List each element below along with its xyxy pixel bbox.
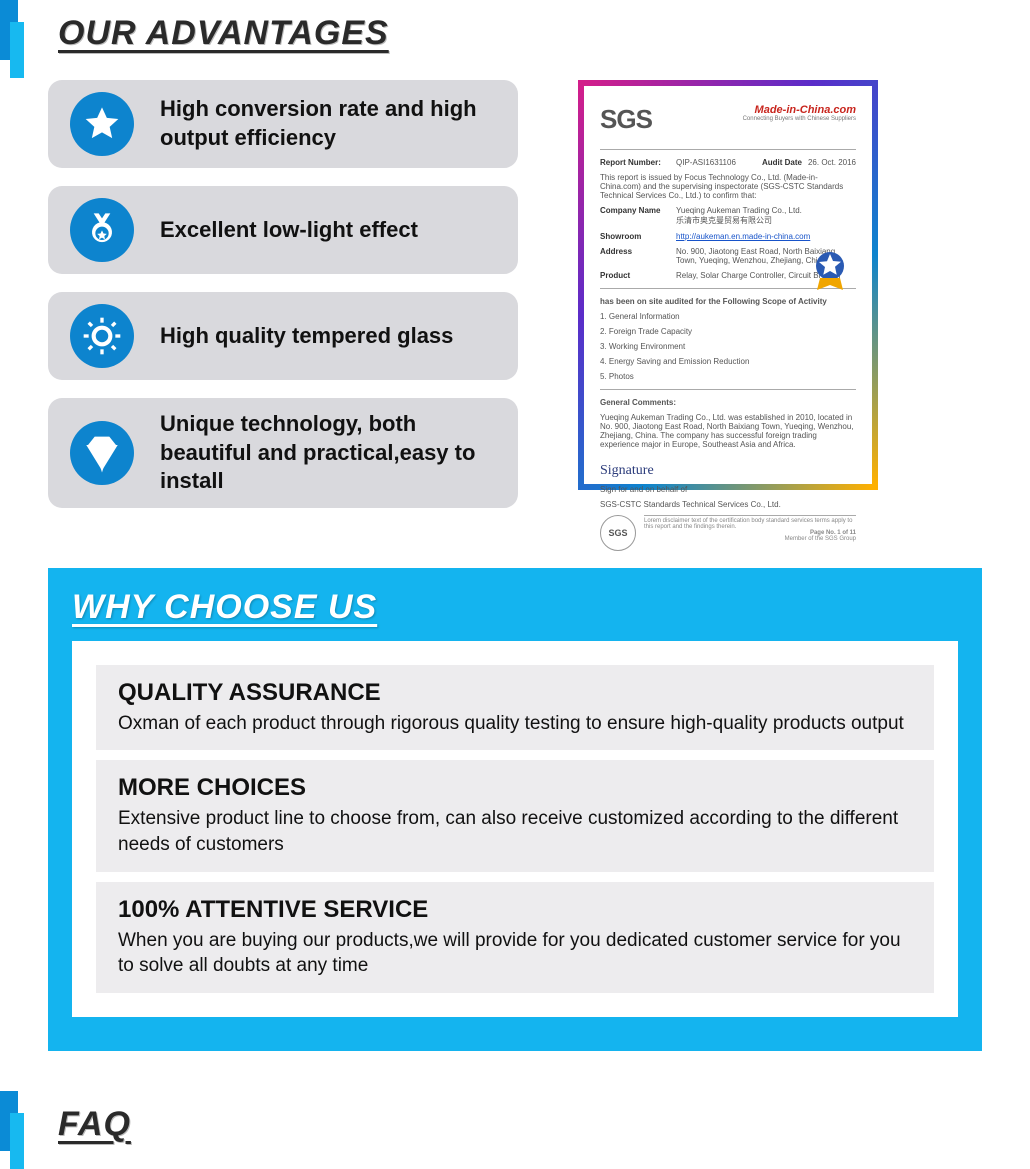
mic-logo: Made-in-China.com (743, 104, 856, 116)
award-badge-icon (806, 246, 854, 294)
why-card: QUALITY ASSURANCE Oxman of each product … (96, 665, 934, 751)
advantage-text: High conversion rate and high output eff… (160, 95, 496, 152)
diamond-icon (70, 421, 134, 485)
certificate-card: SGS Made-in-China.com Connecting Buyers … (578, 80, 878, 490)
advantage-text: Excellent low-light effect (160, 216, 418, 245)
why-title: WHY CHOOSE US (72, 588, 958, 627)
address-label: Address (600, 247, 670, 265)
heading-accent-bars (0, 1091, 30, 1151)
report-number: QIP-ASI1631106 (676, 158, 736, 167)
why-card-body: Extensive product line to choose from, c… (118, 806, 912, 857)
company-name-cn: 乐清市奥克曼贸易有限公司 (676, 216, 772, 225)
product-label: Product (600, 271, 670, 280)
report-number-label: Report Number: (600, 158, 670, 167)
mic-tagline: Connecting Buyers with Chinese Suppliers (743, 116, 856, 122)
advantage-text: Unique technology, both beautiful and pr… (160, 410, 496, 496)
scope-4: 4. Energy Saving and Emission Reduction (600, 357, 856, 366)
why-card: MORE CHOICES Extensive product line to c… (96, 760, 934, 871)
why-card-title: 100% ATTENTIVE SERVICE (118, 896, 912, 924)
advantage-item: High quality tempered glass (48, 292, 518, 380)
company-name: Yueqing Aukeman Trading Co., Ltd. (676, 206, 802, 215)
advantages-title: OUR ADVANTAGES (58, 0, 389, 60)
faq-title: FAQ (58, 1091, 131, 1151)
why-choose-us-panel: WHY CHOOSE US QUALITY ASSURANCE Oxman of… (48, 568, 982, 1051)
audit-date-label: Audit Date (762, 158, 802, 167)
showroom-label: Showroom (600, 232, 670, 241)
advantages-heading: OUR ADVANTAGES (0, 0, 1030, 60)
showroom-link[interactable]: http://aukeman.en.made-in-china.com (676, 232, 810, 241)
why-card-body: When you are buying our products,we will… (118, 928, 912, 979)
why-card: 100% ATTENTIVE SERVICE When you are buyi… (96, 882, 934, 993)
why-card-body: Oxman of each product through rigorous q… (118, 711, 912, 737)
advantage-item: High conversion rate and high output eff… (48, 80, 518, 168)
member-label: Member of the SGS Group (644, 536, 856, 542)
medal-icon (70, 198, 134, 262)
company-name-label: Company Name (600, 206, 670, 226)
advantage-text: High quality tempered glass (160, 322, 453, 351)
scope-5: 5. Photos (600, 372, 856, 381)
why-card-title: QUALITY ASSURANCE (118, 679, 912, 707)
sun-icon (70, 304, 134, 368)
audit-date: 26. Oct. 2016 (808, 158, 856, 167)
general-comments: Yueqing Aukeman Trading Co., Ltd. was es… (600, 413, 856, 449)
sgs-seal-icon: SGS (600, 515, 636, 551)
star-icon (70, 92, 134, 156)
signature: Signature (600, 463, 856, 479)
why-card-title: MORE CHOICES (118, 774, 912, 802)
scope-title: has been on site audited for the Followi… (600, 297, 856, 306)
sign-org: SGS-CSTC Standards Technical Services Co… (600, 500, 856, 509)
heading-accent-bars (0, 0, 30, 60)
advantages-row: High conversion rate and high output eff… (0, 60, 1030, 508)
scope-2: 2. Foreign Trade Capacity (600, 327, 856, 336)
scope-3: 3. Working Environment (600, 342, 856, 351)
scope-1: 1. General Information (600, 312, 856, 321)
sgs-logo: SGS (600, 104, 652, 135)
sign-label: Sign for and on behalf of (600, 485, 856, 494)
advantage-item: Excellent low-light effect (48, 186, 518, 274)
advantages-list: High conversion rate and high output eff… (48, 80, 518, 508)
advantage-item: Unique technology, both beautiful and pr… (48, 398, 518, 508)
general-label: General Comments: (600, 398, 856, 407)
faq-heading: FAQ (0, 1091, 1030, 1151)
cert-intro: This report is issued by Focus Technolog… (600, 173, 856, 200)
